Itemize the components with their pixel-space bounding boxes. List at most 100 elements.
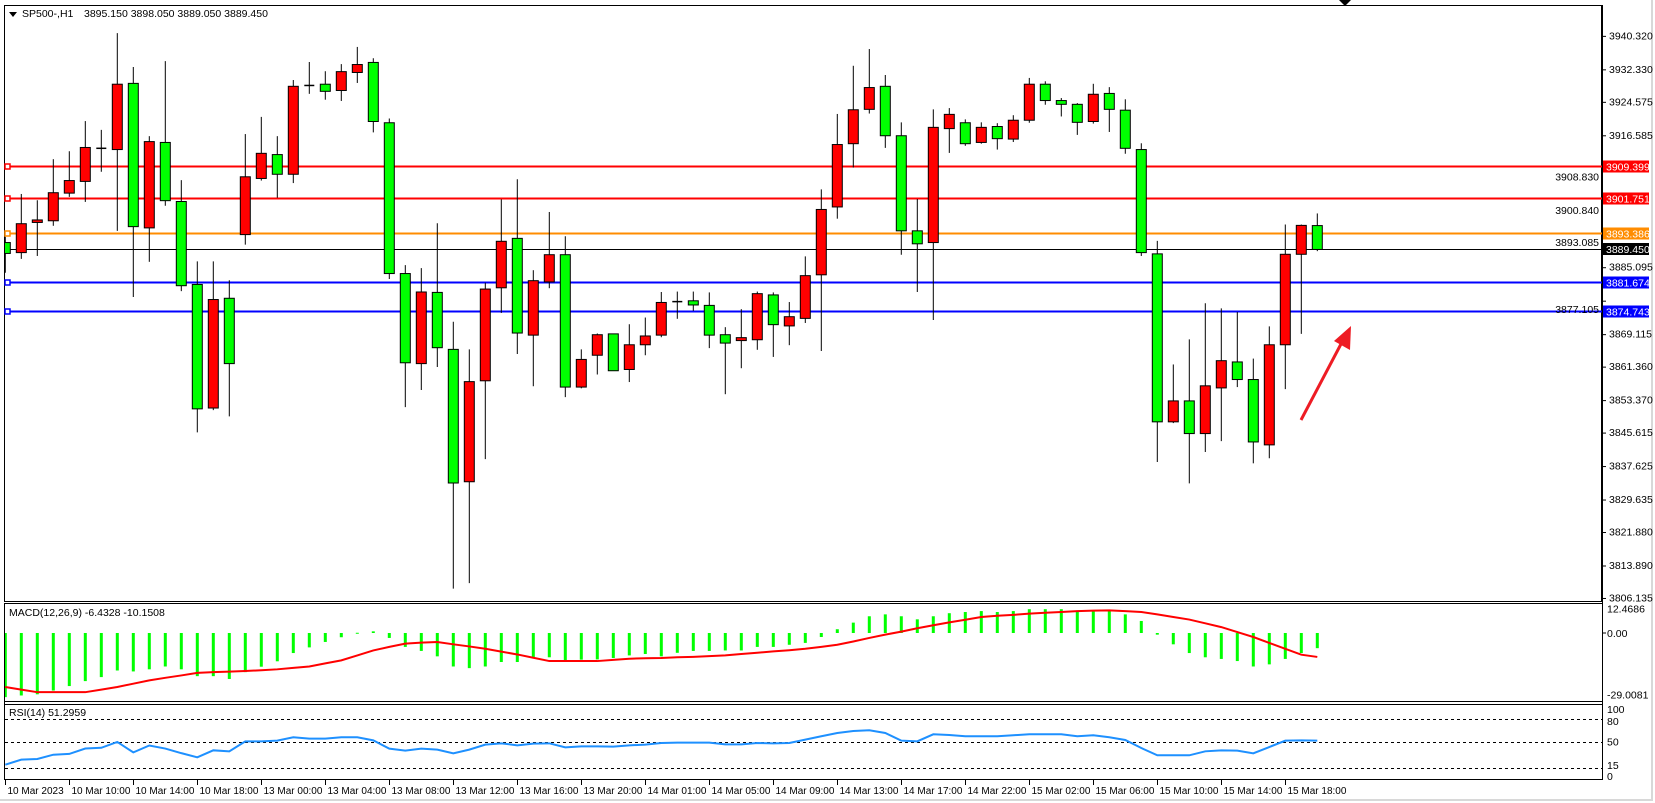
macd-histogram-bar: [1187, 633, 1191, 654]
candle-body-bullish: [847, 109, 859, 145]
macd-histogram-bar: [1123, 614, 1127, 633]
candle: [863, 49, 875, 114]
candle: [335, 64, 347, 101]
candle-body-bearish: [1103, 92, 1115, 110]
macd-histogram-bar: [691, 633, 695, 651]
candle: [607, 333, 619, 372]
price-tick-label: 3908.830: [1555, 171, 1599, 183]
candle-body-bearish: [687, 300, 699, 306]
macd-histogram-bar: [403, 633, 407, 647]
macd-histogram-bar: [99, 633, 103, 678]
candle: [191, 261, 203, 433]
candle-body-bullish: [31, 219, 43, 223]
macd-histogram-bar: [467, 633, 471, 669]
candle: [1023, 77, 1035, 123]
candle-body-bearish: [447, 348, 459, 484]
macd-histogram-bar: [835, 629, 839, 633]
bid-price-badge: [1603, 243, 1649, 255]
macd-histogram-bar: [1203, 633, 1207, 658]
time-tick-label: 13 Mar 20:00: [584, 786, 643, 797]
rsi-line: [5, 729, 1318, 766]
candle: [879, 74, 891, 148]
candle-body-bullish: [351, 64, 363, 73]
candle-body-bullish: [479, 288, 491, 382]
candle-body-bearish: [431, 291, 443, 349]
ohlc-readout: 3895.150 3898.050 3889.050 3889.450: [84, 8, 268, 20]
macd-tick-label: 12.4686: [1607, 604, 1645, 616]
candle-body-bearish: [399, 273, 411, 364]
candle-body-bullish: [111, 83, 123, 151]
macd-histogram-bar: [51, 633, 55, 691]
macd-histogram-bar: [1299, 633, 1303, 654]
candle: [1135, 143, 1147, 256]
candle: [895, 122, 907, 255]
pivot-price-badge: [1603, 227, 1649, 240]
macd-histogram-bar: [499, 633, 503, 663]
candle-body-bullish: [1087, 93, 1099, 122]
candle: [1231, 312, 1243, 388]
candle: [1103, 87, 1115, 132]
collapse-triangle-icon[interactable]: [9, 12, 17, 17]
time-tick-label: 14 Mar 22:00: [968, 786, 1027, 797]
candle-body-bullish: [783, 316, 795, 327]
candle-body-bearish: [383, 122, 395, 275]
macd-histogram-bar: [227, 633, 231, 679]
candle: [975, 122, 987, 144]
candle: [543, 211, 555, 289]
candle-body-bearish: [5, 242, 11, 254]
candle-body-bullish: [527, 280, 539, 336]
macd-histogram-bar: [1315, 633, 1319, 649]
macd-histogram-bar: [1283, 633, 1287, 659]
candle-body-bearish: [1151, 253, 1163, 423]
candle-body-bullish: [495, 240, 507, 289]
candle-body-bearish: [223, 297, 235, 365]
candle-body-bearish: [895, 135, 907, 232]
time-tick-label: 15 Mar 06:00: [1096, 786, 1155, 797]
candle: [527, 270, 539, 387]
macd-histogram-bar: [739, 633, 743, 651]
price-tick-label: 3869.115: [1609, 329, 1652, 341]
candle-body-bearish: [1055, 100, 1067, 105]
candle: [47, 159, 59, 226]
candle-body-bullish: [927, 126, 939, 244]
candle-body-bullish: [639, 335, 651, 346]
macd-histogram-bar: [851, 622, 855, 633]
time-tick-label: 14 Mar 17:00: [904, 786, 963, 797]
candle: [15, 193, 27, 259]
candle: [719, 327, 731, 395]
time-tick-label: 13 Mar 00:00: [264, 786, 323, 797]
macd-histogram-bar: [147, 633, 151, 670]
chart-shift-marker[interactable]: [1339, 0, 1351, 6]
candle: [623, 324, 635, 383]
macd-histogram-bar: [883, 614, 887, 633]
candle-body-bearish: [1311, 225, 1323, 250]
macd-histogram-bar: [1235, 633, 1239, 662]
macd-histogram-bar: [179, 633, 183, 670]
candle: [351, 46, 363, 83]
resistance-price-badge: [1603, 160, 1649, 173]
time-tick-label: 10 Mar 14:00: [136, 786, 195, 797]
candle-body-bearish: [1247, 379, 1259, 443]
candle-body-bullish: [207, 299, 219, 409]
macd-histogram-bar: [259, 633, 263, 667]
rsi-tick-label: 100: [1607, 704, 1625, 716]
macd-tick-label: -29.0081: [1607, 689, 1649, 701]
candle-body-bullish: [1167, 400, 1179, 423]
support-line-handle: [4, 308, 11, 315]
candle-body-bullish: [1295, 224, 1307, 255]
candle: [767, 292, 779, 357]
pivot-line-handle: [4, 230, 11, 237]
macd-histogram-bar: [1011, 611, 1015, 633]
candle: [207, 261, 219, 411]
price-tick-label: 3924.575: [1609, 96, 1653, 108]
macd-histogram-bar: [723, 633, 727, 651]
candle-body-bullish: [15, 223, 27, 254]
candle-body-bearish: [719, 334, 731, 344]
macd-histogram-bar: [515, 633, 519, 663]
price-tick-label: 3940.320: [1609, 30, 1653, 42]
macd-histogram-bar: [627, 633, 631, 656]
candle-body-bullish: [831, 144, 843, 208]
macd-histogram-bar: [275, 633, 279, 662]
